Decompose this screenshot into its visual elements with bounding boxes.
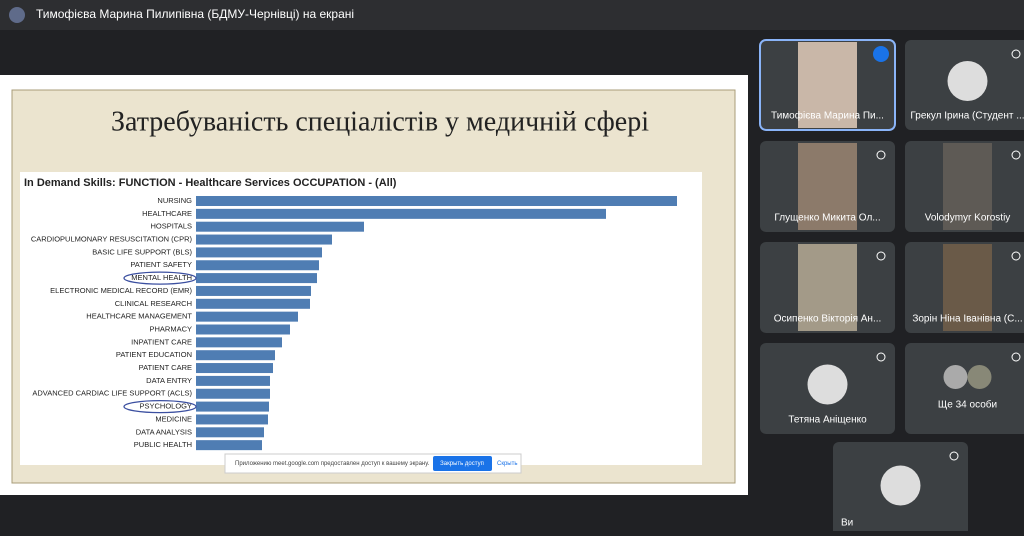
participant-name: Грекул Ірина (Студент ... (910, 111, 1024, 122)
participant-name: Ви (841, 518, 853, 529)
mic-off-icon (876, 150, 886, 160)
participant-name: Глущенко Микита Ол... (774, 213, 880, 224)
chart-title: In Demand Skills: FUNCTION - Healthcare … (24, 177, 397, 189)
category-label: HEALTHCARE (142, 209, 192, 218)
category-label: PATIENT EDUCATION (116, 350, 192, 359)
bar (196, 324, 290, 335)
bar (196, 363, 273, 374)
participant-name: Осипенко Вікторія Ан... (774, 314, 882, 325)
video-feed (798, 244, 857, 331)
participant-tile[interactable] (905, 343, 1024, 434)
participant-name: Тимофієва Марина Пи... (771, 110, 884, 122)
category-label: HOSPITALS (150, 222, 192, 231)
avatar (967, 365, 992, 389)
bar (196, 221, 364, 232)
mic-off-icon (949, 451, 959, 461)
category-label: PHARMACY (149, 324, 192, 333)
stop-share-button[interactable] (433, 456, 492, 471)
participants: Тимофієва Марина Пи... Грекул Ірина (Студ… (759, 39, 1024, 536)
participant-name: Зорін Ніна Іванівна (С... (912, 314, 1022, 325)
video-feed (798, 143, 857, 230)
category-label: INPATIENT CARE (131, 337, 192, 346)
bar (196, 440, 262, 451)
bar (196, 285, 311, 296)
category-label: BASIC LIFE SUPPORT (BLS) (92, 247, 192, 256)
category-label: DATA ENTRY (146, 376, 192, 385)
mic-off-icon (1011, 150, 1021, 160)
category-label: PATIENT CARE (139, 363, 192, 372)
avatar (880, 465, 921, 506)
bar (196, 427, 264, 438)
chart-area (20, 172, 702, 465)
bar (196, 196, 677, 206)
bar (196, 388, 270, 399)
category-label: PUBLIC HEALTH (134, 440, 192, 449)
participant-name: Тетяна Аніщенко (788, 415, 867, 426)
bar (196, 234, 332, 245)
bar (196, 375, 270, 386)
category-label: ELECTRONIC MEDICAL RECORD (EMR) (50, 286, 192, 295)
bar (196, 298, 310, 309)
category-label: NURSING (157, 196, 192, 205)
video-feed (798, 42, 857, 128)
bar (196, 311, 298, 322)
participant-name: Volodymyr Korostiy (925, 213, 1011, 224)
avatar (947, 61, 988, 101)
stop-share-label[interactable]: Закрыть доступ (440, 461, 484, 467)
bar (196, 414, 268, 425)
mic-off-icon (876, 352, 886, 362)
bar (196, 208, 606, 219)
video-feed (943, 143, 992, 230)
category-label: PATIENT SAFETY (130, 260, 192, 269)
hide-link[interactable]: Скрыть (497, 461, 517, 467)
highlight-oval (123, 271, 197, 285)
avatar (807, 364, 848, 405)
category-label: DATA ANALYSIS (136, 427, 192, 436)
mic-off-icon (876, 251, 886, 261)
category-label: HEALTHCARE MANAGEMENT (86, 312, 192, 321)
mic-off-icon (1011, 352, 1021, 362)
video-feed (943, 244, 992, 331)
category-label: CARDIOPULMONARY RESUSCITATION (CPR) (31, 235, 193, 244)
category-label: CLINICAL RESEARCH (115, 299, 192, 308)
bar (196, 401, 269, 412)
bar (196, 273, 317, 284)
presenter-avatar (9, 7, 25, 23)
notice-text: Приложению meet.google.com предоставлен … (235, 461, 430, 467)
top-bar (0, 0, 1024, 30)
slide-title: Затребуваність спеціалістів у медичній с… (111, 106, 649, 137)
header-title: Тимофієва Марина Пилипівна (БДМУ-Чернівц… (36, 7, 354, 21)
speaking-icon (873, 46, 889, 62)
category-label: MENTAL HEALTH (131, 273, 192, 282)
bar (196, 350, 275, 361)
category-label: ADVANCED CARDIAC LIFE SUPPORT (ACLS) (32, 389, 192, 398)
bar (196, 337, 282, 348)
avatar (943, 365, 968, 389)
category-label: PSYCHOLOGY (139, 402, 192, 411)
mic-off-icon (1011, 49, 1021, 59)
bar (196, 247, 322, 258)
category-label: MEDICINE (155, 414, 192, 423)
bars: NURSING HEALTHCARE HOSPITALS CARDIOPULMONAR… (31, 196, 677, 451)
participant-name: Ще 34 особи (938, 399, 997, 411)
bar (196, 260, 319, 271)
mic-off-icon (1011, 251, 1021, 261)
highlight-oval (123, 399, 197, 414)
